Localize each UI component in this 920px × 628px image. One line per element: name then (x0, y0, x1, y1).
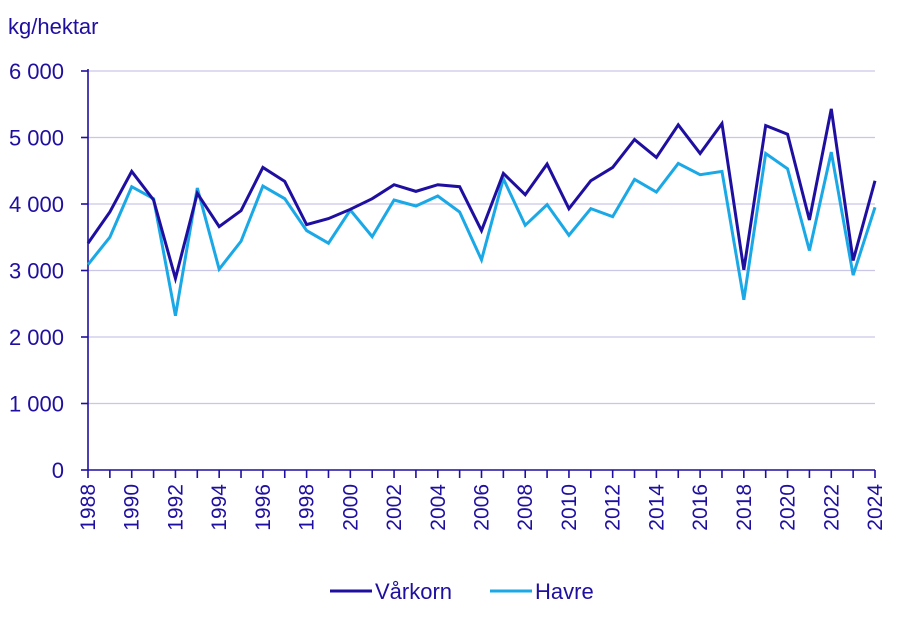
x-tick-label: 2006 (471, 484, 494, 531)
series-line-havre (86, 150, 877, 316)
y-axis-label: kg/hektar (8, 14, 99, 39)
x-tick-label: 2016 (689, 484, 712, 531)
x-tick-labels: 1988 1990 1992 1994 1996 1998 2000 2002 2004 2006… (77, 484, 887, 531)
axes (81, 69, 876, 478)
y-tick-label: 1 000 (9, 392, 64, 417)
x-tick-label: 2004 (427, 484, 450, 531)
x-tick-label: 1998 (296, 484, 319, 531)
x-tick-label: 1988 (77, 484, 100, 531)
x-tick-label: 2020 (777, 484, 800, 531)
legend: Vårkorn Havre (330, 579, 594, 604)
y-tick-label: 3 000 (9, 259, 64, 284)
x-tick-label: 2010 (558, 484, 581, 531)
y-tick-label: 2 000 (9, 325, 64, 350)
x-tick-label: 2008 (514, 484, 537, 531)
x-tick-label: 2002 (383, 484, 406, 531)
legend-label: Havre (535, 579, 594, 604)
x-tick-label: 2014 (645, 484, 668, 531)
x-tick-label: 1996 (252, 484, 275, 531)
x-tick-label: 2012 (602, 484, 625, 531)
y-tick-label: 6 000 (9, 59, 64, 84)
y-tick-label: 4 000 (9, 192, 64, 217)
x-tick-label: 2024 (864, 484, 887, 531)
x-tick-label: 1994 (208, 484, 231, 531)
y-tick-labels: 0 1 000 2 000 3 000 4 000 5 000 6 000 (9, 59, 64, 483)
x-tick-label: 1990 (121, 484, 144, 531)
gridlines (88, 70, 875, 405)
series-lines (86, 108, 877, 316)
y-tick-label: 5 000 (9, 126, 64, 151)
x-tick-label: 2000 (339, 484, 362, 531)
series-line-varkorn (86, 108, 877, 285)
legend-label: Vårkorn (375, 579, 452, 604)
y-tick-label: 0 (52, 458, 64, 483)
x-tick-label: 2022 (820, 484, 843, 531)
x-tick-label: 1992 (164, 484, 187, 531)
x-tick-label: 2018 (733, 484, 756, 531)
